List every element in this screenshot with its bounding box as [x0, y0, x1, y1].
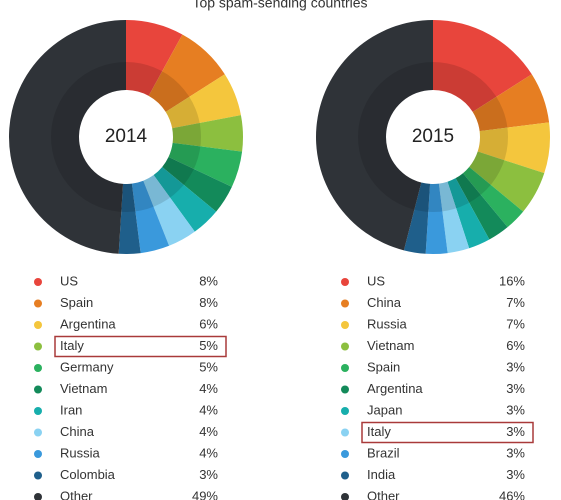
- pie-slice: [447, 178, 490, 249]
- inner-shade: [51, 62, 201, 212]
- legend-label: Vietnam: [60, 381, 107, 396]
- legend-dot: [341, 450, 349, 458]
- legend-value: 3%: [506, 402, 525, 417]
- legend-value: 4%: [199, 402, 218, 417]
- legend-value: 6%: [506, 338, 525, 353]
- legend-dot: [34, 385, 42, 394]
- legend-dot: [34, 450, 42, 458]
- pie-slice: [153, 166, 217, 232]
- legend-value: 6%: [199, 316, 218, 331]
- pie-slice: [425, 183, 448, 254]
- legend-value: 3%: [506, 381, 525, 396]
- legend-dot: [341, 278, 349, 286]
- legend-label: Vietnam: [367, 338, 414, 353]
- legend-dot: [34, 299, 42, 308]
- pie-slice: [168, 142, 243, 187]
- pie-slice: [162, 157, 232, 212]
- legend-dot: [341, 428, 349, 437]
- legend-value: 5%: [199, 338, 218, 353]
- pie-slice: [462, 166, 524, 228]
- legend-value: 5%: [199, 359, 218, 374]
- pie-slice: [126, 20, 183, 96]
- pie-slice: [477, 122, 550, 174]
- pie-slice: [143, 175, 195, 246]
- legend-dot: [341, 385, 349, 394]
- legend-label: Spain: [60, 295, 93, 310]
- pie-slice: [148, 34, 225, 112]
- legend-label: Japan: [367, 402, 402, 417]
- center-label: 2015: [412, 126, 454, 147]
- legend-value: 3%: [506, 359, 525, 374]
- highlight-box: [54, 335, 227, 358]
- legend-label: US: [367, 273, 385, 288]
- pie-slice: [469, 151, 545, 212]
- legend-dot: [341, 364, 349, 372]
- legend-dot: [34, 428, 42, 437]
- legend-dot: [34, 321, 42, 329]
- legend-label: Italy: [367, 424, 391, 439]
- pie-slice: [118, 183, 141, 254]
- chart-title: Top spam-sending countries: [192, 0, 367, 11]
- legend-dot: [341, 407, 349, 415]
- legend-label: Spain: [367, 359, 400, 374]
- pie-slice: [455, 173, 508, 240]
- legend-dot: [34, 493, 42, 500]
- pie-slice: [438, 181, 470, 254]
- legend-value: 46%: [499, 488, 525, 500]
- legend-label: Brazil: [367, 445, 400, 460]
- legend-label: Italy: [60, 338, 84, 353]
- legend-label: US: [60, 273, 78, 288]
- legend-dot: [341, 299, 349, 308]
- legend-label: China: [60, 424, 95, 439]
- center-label: 2014: [105, 126, 148, 147]
- legend-value: 8%: [199, 273, 218, 288]
- pie-slice: [131, 180, 170, 254]
- legend-label: Germany: [60, 359, 114, 374]
- legend-label: Argentina: [367, 381, 423, 396]
- legend-value: 3%: [199, 467, 218, 482]
- legend-value: 8%: [199, 295, 218, 310]
- legend-label: Russia: [60, 445, 101, 460]
- legend-label: India: [367, 467, 396, 482]
- legend-dot: [341, 342, 349, 351]
- legend-dot: [34, 407, 42, 415]
- legend-label: Colombia: [60, 467, 116, 482]
- highlight-box: [361, 421, 534, 444]
- legend-value: 7%: [506, 295, 525, 310]
- legend-label: Other: [367, 488, 400, 500]
- legend-dot: [341, 321, 349, 329]
- legend-value: 4%: [199, 424, 218, 439]
- pie-slice: [165, 74, 241, 129]
- legend-dot: [34, 278, 42, 286]
- pie-slice: [472, 74, 550, 132]
- legend-value: 49%: [192, 488, 218, 500]
- legend-value: 16%: [499, 273, 525, 288]
- legend-value: 4%: [199, 381, 218, 396]
- pie-slice: [8, 20, 127, 254]
- pie-slice: [403, 182, 431, 254]
- legend-dot: [34, 471, 42, 480]
- legend-value: 3%: [506, 424, 525, 439]
- legend-value: 3%: [506, 445, 525, 460]
- pie-slice: [433, 20, 532, 112]
- pie-slice: [172, 115, 244, 152]
- legend-dot: [341, 493, 349, 500]
- inner-shade: [358, 62, 508, 212]
- legend-label: Argentina: [60, 316, 116, 331]
- legend-label: Russia: [367, 316, 408, 331]
- legend-label: Iran: [60, 402, 82, 417]
- legend-dot: [34, 342, 42, 351]
- legend-value: 7%: [506, 316, 525, 331]
- legend-label: China: [367, 295, 402, 310]
- legend-dot: [341, 471, 349, 480]
- legend-value: 4%: [199, 445, 218, 460]
- legend-label: Other: [60, 488, 93, 500]
- pie-slice: [315, 20, 433, 251]
- legend-dot: [34, 364, 42, 372]
- legend-value: 3%: [506, 467, 525, 482]
